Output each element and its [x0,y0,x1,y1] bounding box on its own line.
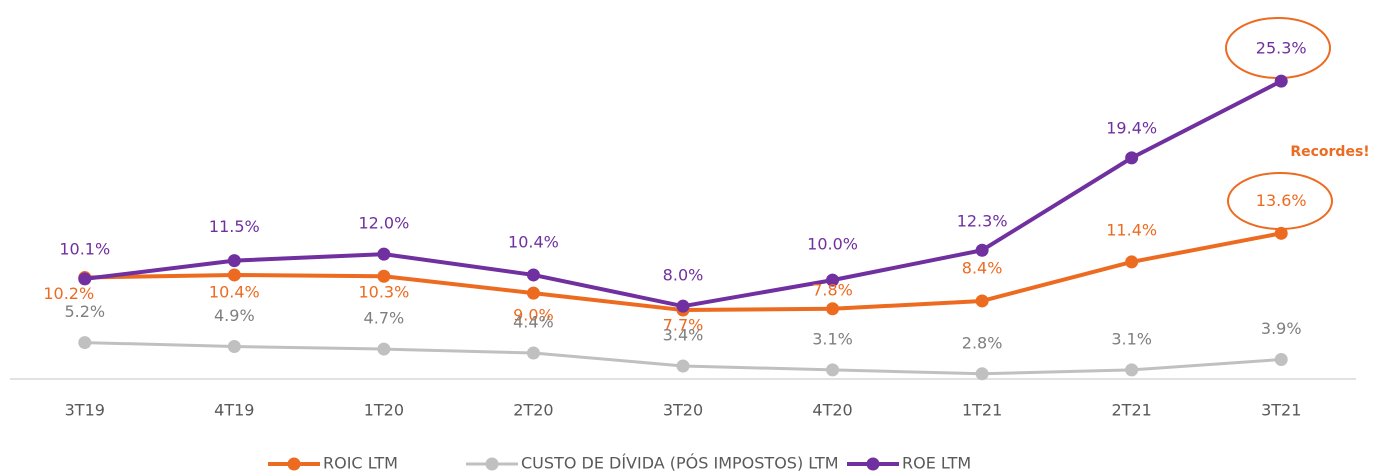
data-label: 10.1% [59,239,110,258]
data-label: 5.2% [64,302,105,321]
point [1274,226,1288,240]
data-label: 8.4% [962,258,1003,277]
data-label: 2.8% [962,333,1003,352]
point [1125,151,1139,165]
point [1125,363,1139,377]
x-tick-label: 4T19 [214,401,254,420]
point [1125,255,1139,269]
data-label: 8.0% [663,266,704,285]
data-label: 3.1% [1111,329,1152,348]
point [975,243,989,257]
point [526,268,540,282]
legend-marker [287,457,301,471]
point [1274,74,1288,88]
point [676,299,690,313]
point [526,346,540,360]
point [377,247,391,261]
x-tick-label: 4T20 [812,401,852,420]
x-tick-label: 3T19 [65,401,105,420]
point [975,367,989,381]
data-label: 13.6% [1256,191,1307,210]
legend-marker [485,457,499,471]
point [377,269,391,283]
point [227,268,241,282]
data-label: 4.7% [364,309,405,328]
legend-label: ROE LTM [902,454,971,473]
data-label: 10.0% [807,235,858,254]
data-label: 7.8% [812,280,853,299]
data-label: 11.5% [209,217,260,236]
point [377,342,391,356]
x-tick-label: 3T20 [663,401,703,420]
annotation: Recordes! [1290,144,1369,160]
point [826,363,840,377]
data-label: 10.3% [358,283,409,302]
data-label: 10.4% [209,282,260,301]
data-label: 9.0% [513,306,554,325]
x-tick-label: 1T20 [364,401,404,420]
legend-label: ROIC LTM [323,454,398,473]
data-label: 4.4% [513,312,554,331]
data-label: 10.4% [508,232,559,251]
point [975,294,989,308]
point [227,254,241,268]
x-tick-label: 2T20 [513,401,553,420]
data-label: 3.4% [663,325,704,344]
data-label: 3.9% [1261,319,1302,338]
data-label: 7.7% [663,316,704,335]
point [526,286,540,300]
data-label: 4.9% [214,306,255,325]
point [78,272,92,286]
data-label: 11.4% [1106,220,1157,239]
legend-label: CUSTO DE DÍVIDA (PÓS IMPOSTOS) LTM [521,454,839,473]
data-label: 19.4% [1106,118,1157,137]
data-label: 12.3% [957,212,1008,231]
point [676,359,690,373]
point [826,302,840,316]
data-label: 3.1% [812,329,853,348]
point [227,339,241,353]
data-label: 12.0% [358,214,409,233]
legend-marker [866,457,880,471]
x-tick-label: 3T21 [1261,401,1301,420]
data-label: 10.2% [43,284,94,303]
point [78,336,92,350]
x-tick-label: 2T21 [1112,401,1152,420]
x-tick-label: 1T21 [962,401,1002,420]
point [826,273,840,287]
data-label: 25.3% [1256,39,1307,58]
point [1274,352,1288,366]
